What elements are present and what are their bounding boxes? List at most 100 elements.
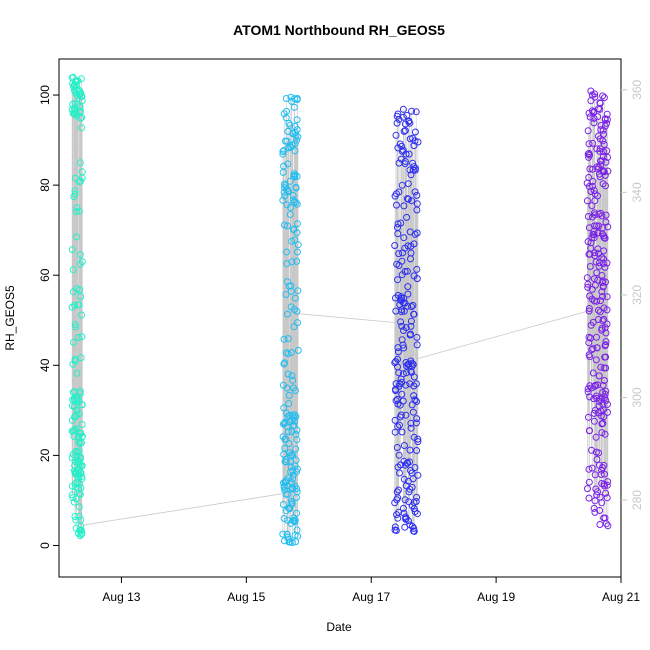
series-4-point (590, 275, 598, 283)
series-4-point (593, 145, 601, 153)
series-2-point (289, 475, 297, 483)
series-2-point (280, 404, 288, 412)
series-3-point (414, 471, 422, 479)
series-3-point (406, 228, 414, 236)
series-3-point (401, 523, 409, 531)
series-4-point (586, 250, 594, 258)
series-2-point (283, 310, 291, 318)
series-3-point (393, 119, 401, 127)
series-4-point (587, 334, 594, 342)
series-1-point (77, 484, 85, 492)
series-4-point (584, 388, 592, 396)
series-1-point (76, 532, 84, 540)
series-4-point (592, 433, 600, 441)
series-3-point (394, 224, 401, 231)
series-3-point (414, 438, 422, 446)
series-3-point (406, 380, 414, 388)
series-4-point (602, 329, 610, 337)
series-4-point (591, 197, 599, 205)
y-tick-label: 20 (38, 448, 52, 462)
series-4-point (599, 230, 606, 238)
series-4-point (594, 113, 602, 121)
series-4-point (594, 229, 602, 237)
series-3-point (394, 348, 402, 356)
series-4-point (596, 173, 604, 181)
series-3-point (407, 242, 415, 250)
series-4-point (601, 514, 609, 522)
series-1-point (73, 92, 81, 99)
series-4-point (585, 174, 593, 181)
y-tick-label: 40 (38, 358, 52, 372)
series-3-point (400, 475, 408, 483)
series-4-point (596, 308, 604, 316)
x-axis-label: Date (326, 620, 352, 634)
series-4-point (588, 295, 596, 303)
series-1-point (76, 526, 84, 534)
series-1-point (68, 246, 76, 254)
series-2-point (283, 530, 291, 538)
series-4-point (585, 494, 593, 502)
series-4-point (597, 407, 605, 415)
series-4-point (584, 150, 592, 158)
series-4-point (598, 420, 606, 428)
series-3-point (399, 105, 407, 113)
series-3-point (401, 120, 409, 128)
series-4-point (604, 167, 612, 175)
series-2-point (281, 478, 289, 486)
series-3-point (407, 424, 415, 432)
series-4-point (600, 364, 608, 372)
series-3-point (398, 257, 406, 265)
series-2-point (291, 518, 299, 526)
series-4-point (602, 397, 610, 404)
series-1-point (69, 266, 77, 274)
series-3-point (407, 322, 415, 330)
series-4-point (592, 448, 600, 456)
x-tick-label: Aug 13 (102, 590, 140, 604)
series-1-point (70, 338, 77, 346)
series-4-point (584, 127, 592, 135)
series-2-point (289, 192, 297, 199)
series-4-point (598, 288, 606, 296)
series-1-point (78, 475, 86, 483)
series-4-point (590, 417, 598, 425)
series-4-point (599, 92, 607, 100)
series-3-point (393, 511, 401, 519)
series-2-point (282, 95, 290, 102)
series-3-point (394, 344, 402, 352)
series-4-point (590, 409, 598, 417)
series-4-point (602, 338, 610, 346)
series-4-point (591, 497, 599, 505)
series-3-point (397, 411, 405, 419)
series-2-point (280, 110, 288, 118)
series-3-point (408, 359, 416, 367)
series-4-point (596, 507, 604, 514)
series-1-point (71, 357, 79, 365)
series-3-point (402, 515, 410, 522)
series-2-point (280, 479, 287, 487)
series-3-point (408, 107, 416, 115)
series-4-point (604, 408, 611, 416)
series-4-point (602, 353, 610, 361)
series-1-point (78, 97, 86, 105)
series-1-point (77, 354, 85, 362)
series-1-point (77, 530, 85, 538)
series-1-point (78, 333, 86, 341)
series-2-point (293, 485, 301, 493)
series-3-point (414, 138, 422, 146)
series-2-point (292, 445, 300, 453)
y2-tick-label: 340 (630, 182, 644, 202)
series-4-point (588, 346, 596, 354)
y-tick-label: 60 (38, 268, 52, 282)
series-3-point (407, 330, 414, 338)
series-4-point (591, 190, 599, 198)
series-2-point (283, 248, 291, 256)
series-4-point (585, 478, 593, 486)
series-1-point (69, 100, 77, 108)
series-3-point (405, 360, 413, 368)
series-3-point (398, 390, 406, 398)
series-2-point (288, 372, 296, 380)
series-4-point (602, 211, 610, 219)
series-2-point (291, 171, 299, 179)
series-4-point (599, 167, 607, 175)
series-4-point (600, 413, 608, 421)
